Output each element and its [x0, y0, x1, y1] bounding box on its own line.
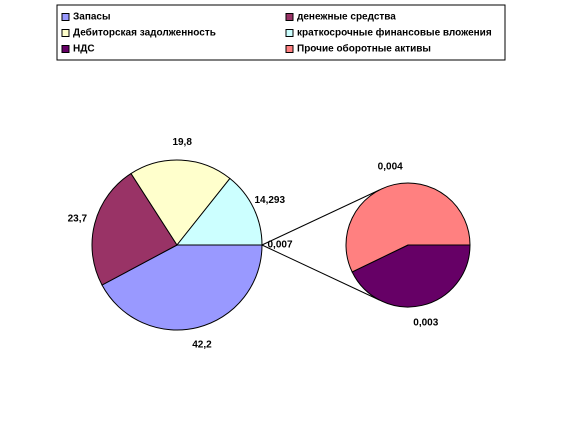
legend-label: денежные средства	[297, 12, 396, 23]
legend-label: Прочие оборотные активы	[297, 43, 431, 55]
data-label: 42,2	[192, 340, 212, 351]
legend-swatch	[62, 46, 69, 53]
legend-swatch	[286, 14, 293, 21]
data-label: 0,007	[267, 240, 292, 251]
legend-label: Дебиторская задолженность	[73, 27, 216, 39]
legend-label: Запасы	[73, 12, 111, 23]
data-label: 23,7	[68, 214, 88, 225]
legend-label: краткосрочные финансовые вложения	[297, 27, 492, 39]
data-label: 14,293	[254, 195, 285, 206]
data-label: 0,004	[378, 162, 403, 173]
legend-swatch	[286, 30, 293, 37]
data-label: 19,8	[172, 137, 192, 148]
legend-swatch	[286, 46, 293, 53]
legend-swatch	[62, 30, 69, 37]
data-label: 0,003	[413, 318, 438, 329]
legend-label: НДС	[73, 44, 95, 55]
legend-swatch	[62, 14, 69, 21]
